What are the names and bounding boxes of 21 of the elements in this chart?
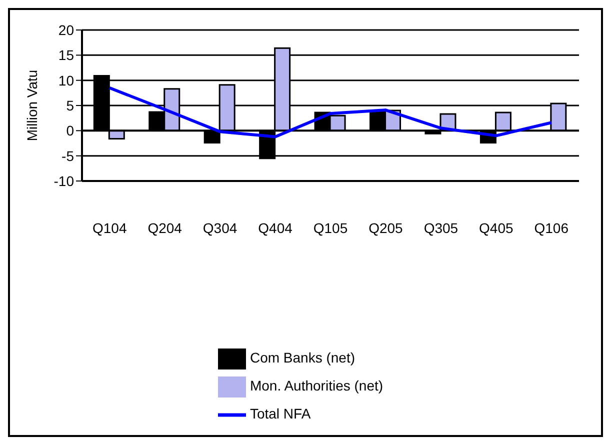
legend-label: Total NFA — [250, 406, 311, 422]
line-series — [108, 86, 553, 138]
x-tick-label: Q204 — [148, 220, 182, 236]
x-tick-label: Q404 — [258, 220, 293, 236]
x-tick-label: Q104 — [92, 220, 127, 236]
x-tick-label: Q105 — [313, 220, 348, 236]
y-tick-label: 10 — [58, 72, 74, 88]
y-tick-label: -10 — [54, 172, 74, 189]
y-tick-label: 0 — [66, 122, 74, 139]
y-tick-label: 20 — [58, 22, 74, 38]
y-tick-label: -5 — [62, 148, 74, 164]
x-tick-label: Q305 — [424, 220, 458, 236]
y-tick-label: 15 — [58, 47, 74, 64]
x-tick-label: Q205 — [368, 220, 404, 236]
y-tick-label: 5 — [66, 97, 74, 114]
legend-label: Com Banks (net) — [250, 350, 356, 366]
x-tick-label: Q304 — [202, 220, 238, 236]
y-axis-title: Million Vatu — [24, 70, 40, 142]
x-tick-label: Q106 — [534, 220, 569, 236]
legend-label: Mon. Authorities (net) — [250, 378, 384, 394]
x-tick-label: Q405 — [479, 220, 514, 236]
